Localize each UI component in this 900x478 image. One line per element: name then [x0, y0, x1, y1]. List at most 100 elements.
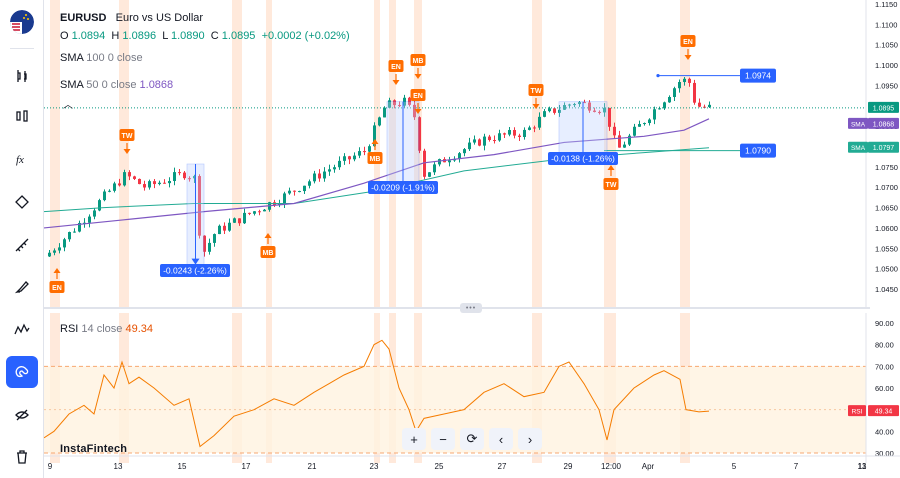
time-tick-label: 9 — [48, 462, 53, 471]
time-tick-label: 11 — [858, 462, 867, 471]
candle-body — [668, 97, 671, 103]
brush-icon[interactable] — [6, 271, 38, 303]
candle-body — [343, 156, 346, 161]
rsi-tick-label: 60.00 — [875, 384, 894, 393]
watermark-logo: InstaFintech — [60, 443, 128, 455]
candle-body — [498, 133, 501, 141]
rsi-tick-label: 80.00 — [875, 341, 894, 350]
sma50-badge: 1.0868 — [873, 121, 895, 128]
time-tick-label: 21 — [308, 462, 317, 471]
candle-body — [693, 82, 696, 103]
measure-label: -0.0138 (-1.26%) — [551, 154, 615, 164]
candle-body — [523, 129, 526, 137]
candle-body — [193, 176, 196, 179]
pattern-label-bg — [603, 178, 619, 190]
sma100-badge-tag-text: SMA — [851, 145, 866, 152]
sma50-params: 50 0 close — [86, 79, 137, 91]
pattern-arrow-head — [371, 139, 379, 144]
sma100-legend[interactable]: SMA 100 0 close — [60, 52, 143, 64]
sma50-legend[interactable]: SMA 50 0 close 1.0868 — [60, 79, 173, 91]
pattern-label-bg — [680, 35, 696, 47]
trash-icon[interactable] — [6, 441, 38, 473]
time-tick-label: Apr — [642, 462, 655, 471]
candle-body — [683, 78, 686, 83]
drawing-icon[interactable] — [6, 186, 38, 218]
zoom-in-button[interactable]: + — [402, 428, 426, 450]
scroll-left-button[interactable]: ‹ — [489, 428, 513, 450]
zoom-out-button[interactable]: − — [431, 428, 455, 450]
candle-body — [508, 129, 511, 135]
open-label: O — [60, 30, 69, 42]
price-tick-label: 1.0450 — [875, 285, 898, 294]
symbol-legend: EURUSD Euro vs US Dollar — [60, 12, 203, 24]
pattern-marker: MB — [410, 54, 426, 79]
candle-body — [548, 108, 551, 112]
candle-body — [73, 231, 76, 233]
candle-body — [583, 102, 586, 104]
rsi-tag: RSI — [852, 409, 863, 416]
rsi-chart[interactable]: 90.0080.0070.0060.0050.0040.0030.00RSI49… — [44, 313, 900, 478]
candles-icon[interactable] — [6, 60, 38, 92]
candle-body — [513, 129, 516, 136]
rsi-legend[interactable]: RSI 14 close 49.34 — [60, 323, 153, 335]
pane-divider[interactable] — [44, 307, 870, 309]
measure-label: -0.0243 (-2.26%) — [163, 266, 227, 276]
time-tick-label: 29 — [564, 462, 573, 471]
candle-body — [473, 139, 476, 143]
candle-body — [573, 104, 576, 106]
pane-resize-handle[interactable]: ••• — [460, 303, 482, 313]
patterns-icon[interactable] — [6, 313, 38, 345]
price-tick-label: 1.1100 — [875, 20, 897, 29]
magnet-icon[interactable] — [6, 356, 38, 388]
candle-body — [353, 155, 356, 160]
candle-body — [703, 106, 706, 108]
indicators-icon[interactable] — [6, 100, 38, 132]
flag-icon[interactable] — [10, 10, 34, 34]
candle-body — [598, 111, 601, 113]
sma50-value: 1.0868 — [139, 79, 174, 91]
time-tick-label: 13 — [114, 462, 123, 471]
candle-body — [368, 146, 371, 152]
hide-drawings-icon[interactable] — [6, 399, 38, 431]
candle-body — [118, 183, 121, 186]
measure-icon[interactable] — [6, 229, 38, 261]
candle-body — [348, 156, 351, 160]
rsi-badge: 49.34 — [875, 409, 893, 416]
candle-body — [563, 105, 566, 110]
candle-body — [98, 200, 101, 211]
reset-button[interactable]: ⟳ — [460, 428, 484, 450]
candle-body — [338, 160, 341, 168]
candle-body — [208, 242, 211, 252]
price-tick-label: 1.1050 — [875, 41, 898, 50]
candle-body — [213, 234, 216, 243]
candle-body — [298, 191, 301, 193]
candle-body — [403, 97, 406, 106]
pattern-label: TW — [122, 133, 133, 140]
sma50-label: SMA — [60, 79, 84, 91]
time-tick-label: 23 — [370, 462, 379, 471]
candle-body — [538, 116, 541, 128]
candle-body — [68, 232, 71, 240]
collapse-legend-chevron-icon[interactable]: ︿ — [63, 100, 73, 111]
price-axis: 1.11501.11001.10501.10001.09501.09001.08… — [865, 0, 898, 307]
candle-body — [133, 176, 136, 179]
fx-icon[interactable]: fx — [6, 143, 38, 175]
candle-body — [233, 218, 236, 223]
price-tick-label: 1.1150 — [875, 0, 897, 9]
candle-body — [188, 178, 191, 180]
left-toolbar: fx — [0, 0, 44, 478]
measure-label-bg — [548, 152, 618, 165]
candle-body — [398, 105, 401, 107]
close-label: C — [210, 30, 219, 42]
candle-body — [178, 172, 181, 174]
scroll-right-button[interactable]: › — [518, 428, 542, 450]
measure-arrowhead — [191, 258, 200, 265]
price-chart[interactable]: 1.11501.11001.10501.10001.09501.09001.08… — [44, 0, 900, 307]
candle-body — [648, 119, 651, 124]
candle-body — [93, 210, 96, 217]
rsi-params: 14 close — [81, 323, 123, 335]
candle-body — [323, 171, 326, 179]
low-value: 1.0890 — [170, 30, 205, 42]
candle-body — [228, 222, 231, 231]
candle-body — [503, 133, 506, 135]
